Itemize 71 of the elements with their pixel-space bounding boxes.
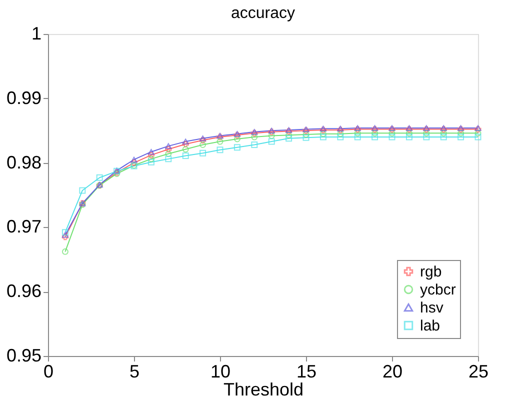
point [354, 130, 361, 136]
point [268, 132, 275, 139]
point [234, 144, 240, 151]
point [216, 146, 224, 154]
point [200, 142, 206, 148]
point [79, 187, 86, 194]
point [130, 160, 138, 166]
chart-title: accuracy [230, 5, 296, 22]
y-tick-label: 0.96 [6, 281, 42, 302]
point [474, 134, 482, 140]
point [286, 132, 292, 138]
point [268, 138, 275, 145]
point [234, 136, 240, 142]
x-tick-label: 0 [43, 362, 54, 382]
y-tick-label: 0.95 [6, 346, 42, 366]
legend-label: ycbcr [420, 282, 456, 298]
point [286, 135, 292, 142]
point [182, 140, 189, 148]
point [302, 131, 310, 138]
x-axis-title: Threshold [223, 380, 304, 400]
point [458, 134, 464, 140]
y-tick-label: 0.98 [6, 152, 42, 172]
legend-label: hsv [420, 300, 444, 316]
point [182, 146, 189, 153]
x-tick-label: 25 [468, 362, 489, 382]
point [62, 232, 68, 238]
point [251, 142, 258, 148]
point [302, 134, 310, 141]
point [458, 130, 464, 136]
point [251, 134, 258, 140]
point [320, 130, 326, 138]
point [320, 134, 326, 140]
point [165, 150, 172, 158]
point [406, 130, 412, 136]
point [62, 234, 68, 240]
point [337, 130, 344, 138]
legend-label: lab [420, 318, 440, 334]
point [96, 174, 103, 181]
legend-label: rgb [420, 264, 442, 280]
point [200, 150, 206, 156]
point [62, 229, 68, 236]
point [200, 137, 206, 144]
point [388, 130, 396, 136]
point [423, 134, 430, 140]
x-tick-label: 5 [129, 362, 140, 382]
y-tick-label: 0.99 [6, 88, 42, 108]
point [148, 158, 154, 166]
point [148, 156, 154, 162]
x-tick-label: 15 [296, 362, 317, 382]
point [354, 134, 361, 140]
point [148, 152, 154, 158]
point [182, 152, 189, 159]
x-tick-label: 20 [382, 362, 403, 382]
y-tick-label: 0.97 [6, 216, 42, 237]
point [388, 134, 396, 140]
point [182, 138, 189, 144]
point [440, 134, 447, 140]
point [165, 146, 172, 153]
point [216, 138, 224, 145]
point [165, 143, 172, 149]
point [423, 130, 430, 136]
point [130, 156, 138, 162]
point [440, 130, 447, 136]
point [372, 134, 378, 140]
x-tick-label: 10 [210, 362, 231, 382]
point [406, 134, 412, 140]
y-tick-label: 1 [31, 24, 42, 44]
point [165, 156, 172, 162]
point [337, 134, 344, 140]
point [372, 130, 378, 136]
point [148, 148, 154, 155]
